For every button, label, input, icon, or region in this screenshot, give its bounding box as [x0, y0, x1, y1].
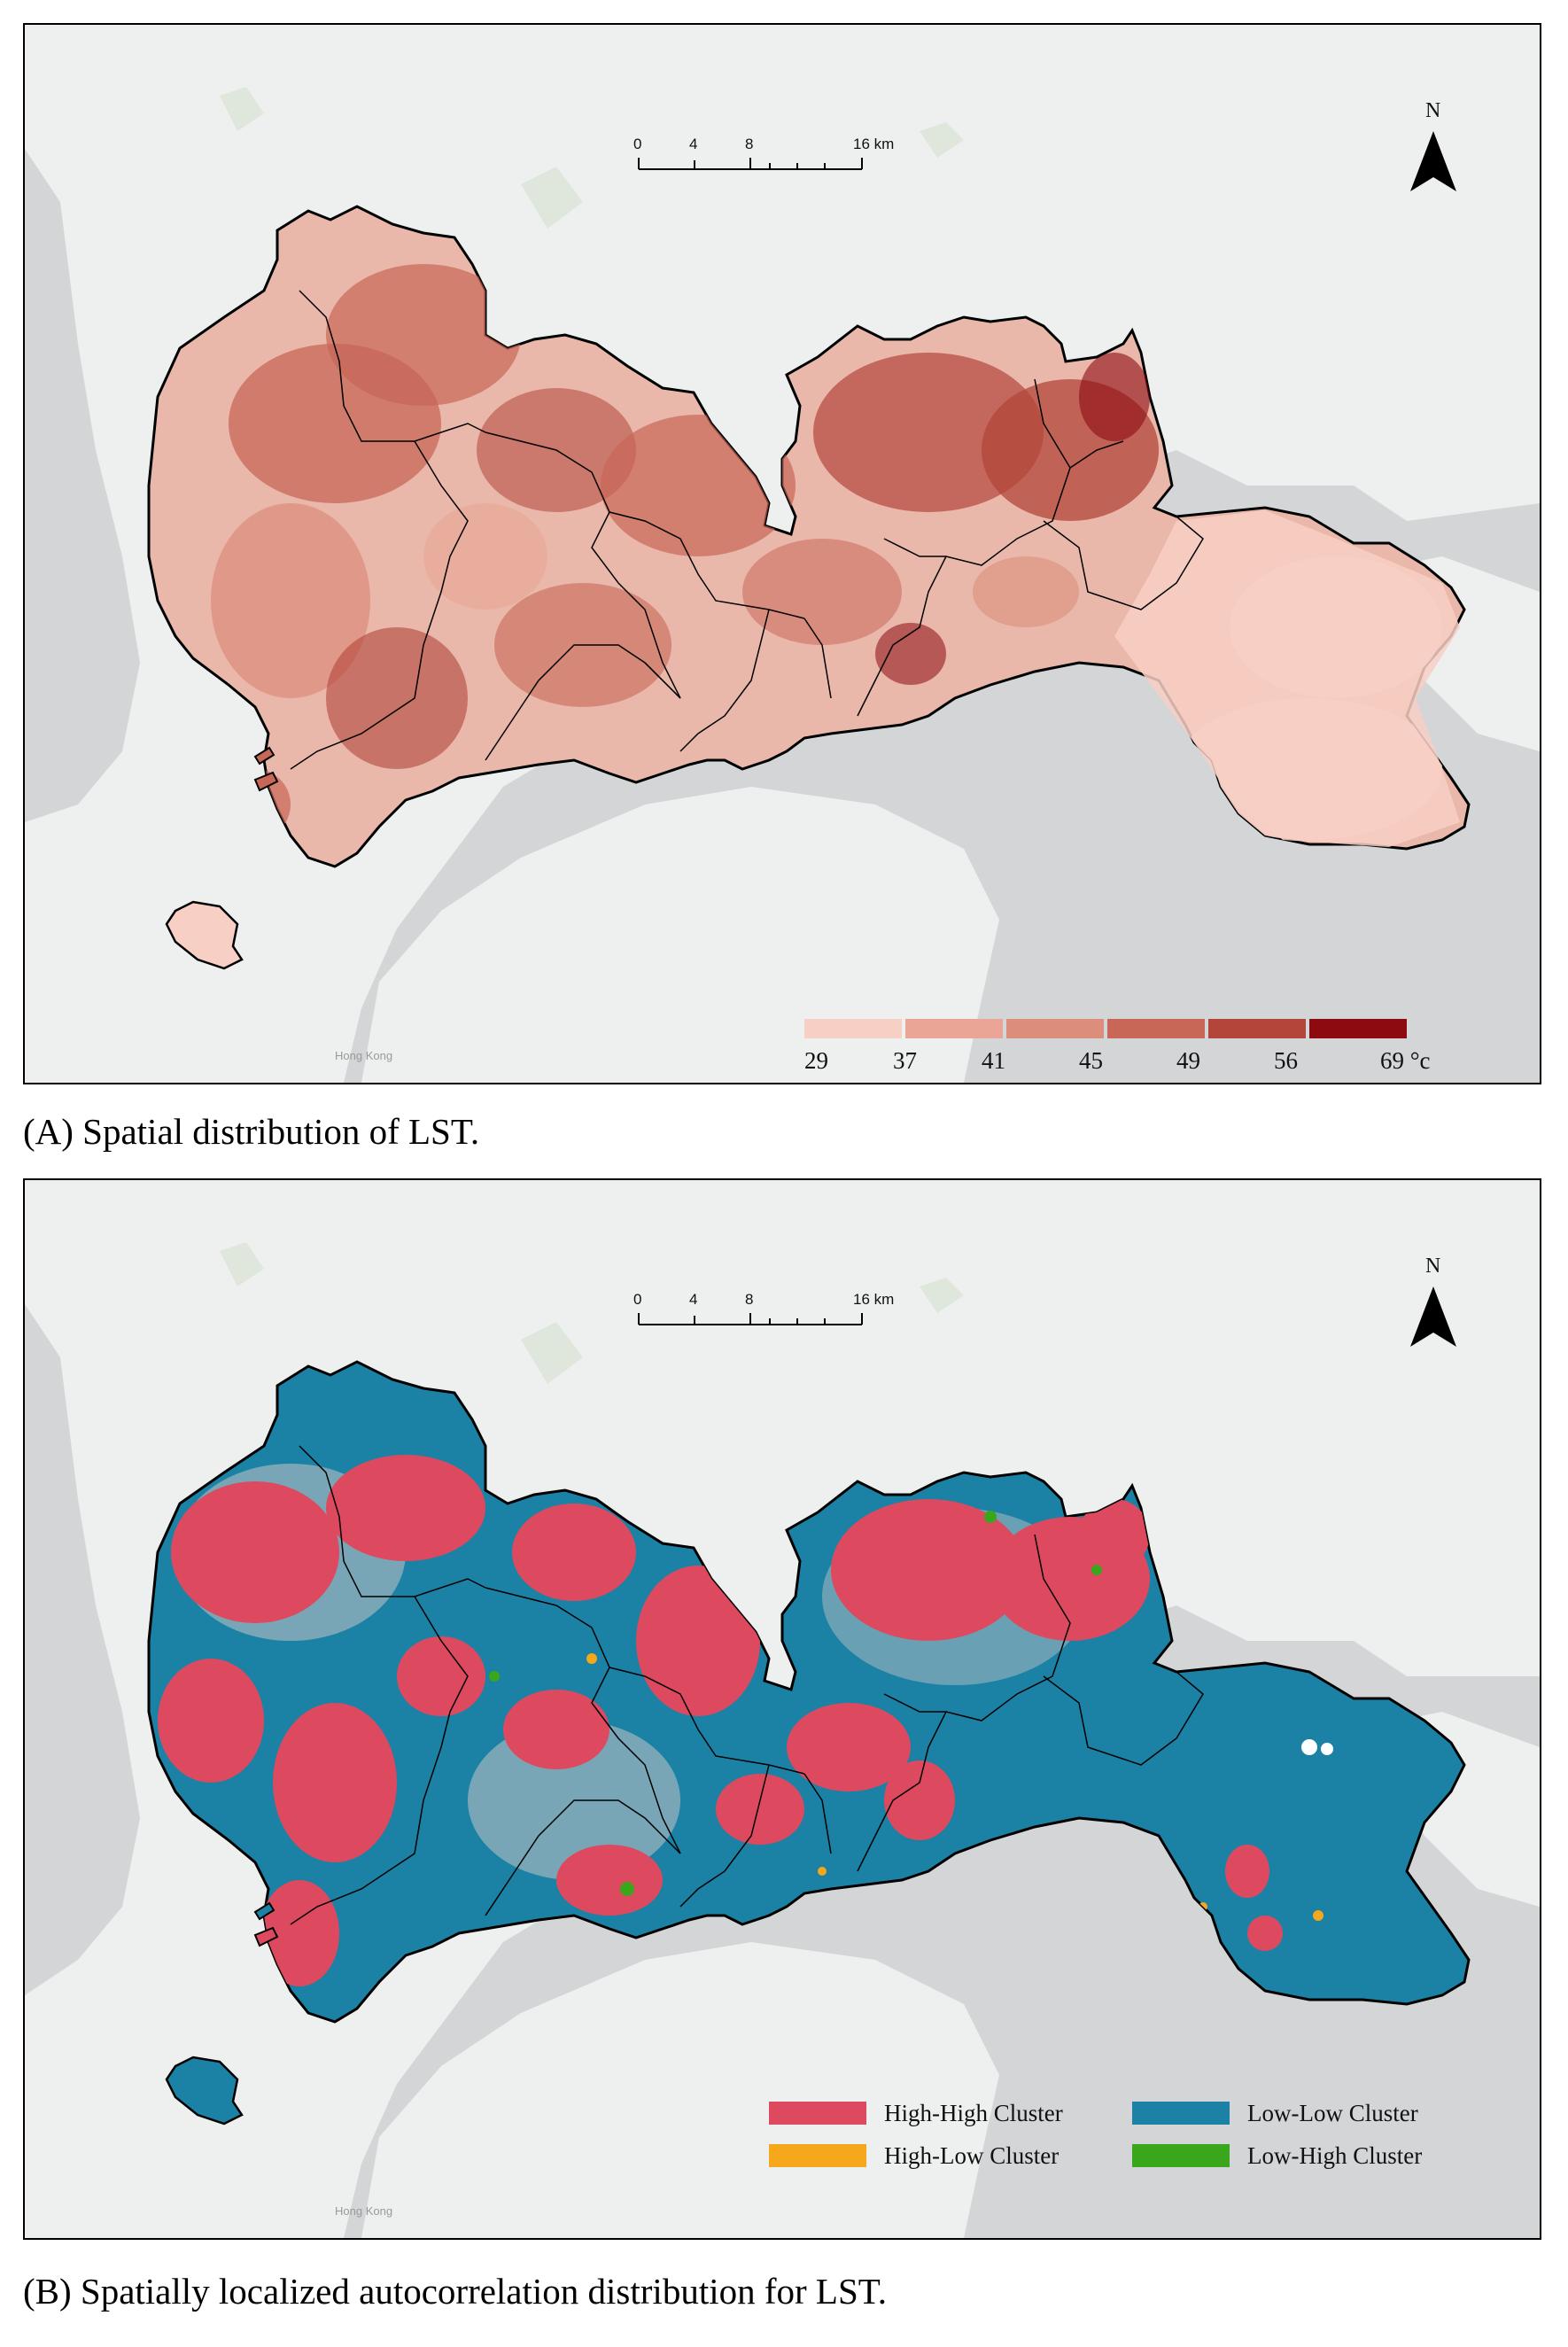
legend-swatch	[1208, 1019, 1306, 1038]
legend-swatch	[1107, 1019, 1205, 1038]
figure-caption-b: (B) Spatially localized autocorrelation …	[23, 2271, 888, 2312]
island	[253, 771, 279, 792]
eastern-district-fill	[1114, 510, 1460, 847]
scale-tick-label: 16 km	[853, 136, 894, 152]
scale-tick-label: 8	[745, 136, 753, 152]
legend-tick-label: 49	[1176, 1047, 1200, 1074]
scale-tick-label: 4	[689, 1291, 697, 1308]
north-arrow-label: N	[1425, 99, 1440, 122]
legend-tick-label: 56	[1274, 1047, 1298, 1074]
island	[165, 900, 244, 970]
scale-tick-label: 16 km	[853, 1291, 894, 1308]
legend-swatch	[1309, 1019, 1407, 1038]
legend-swatch	[804, 1019, 902, 1038]
legend-tick-label: 37	[893, 1047, 917, 1074]
scale-tick-label: 0	[633, 136, 641, 152]
scale-bar	[638, 1313, 863, 1325]
lst-map-canvas: Hong Kong	[25, 25, 1540, 1083]
figure-caption-a: (A) Spatial distribution of LST.	[23, 1111, 480, 1152]
lst-map-panel: Hong Kong	[23, 23, 1541, 1084]
island	[165, 2056, 244, 2126]
lisa-map-canvas: Hong Kong	[25, 1180, 1540, 2238]
legend-swatch	[905, 1019, 1003, 1038]
legend-swatch	[1006, 1019, 1104, 1038]
legend-label: High-High Cluster	[884, 2100, 1063, 2126]
island	[253, 1901, 276, 1921]
north-arrow-icon	[1410, 131, 1456, 191]
legend-tick-label: 41	[982, 1047, 1005, 1074]
legend-label: Low-High Cluster	[1247, 2142, 1422, 2169]
lisa-cluster-legend: High-High Cluster Low-Low Cluster High-Low…	[769, 2100, 1422, 2169]
legend-swatch	[1132, 2144, 1230, 2167]
lisa-cluster-pattern	[158, 1455, 1333, 1986]
hong-kong-label: Hong Kong	[335, 2204, 392, 2218]
hong-kong-label: Hong Kong	[335, 1049, 392, 1062]
island	[253, 1926, 279, 1947]
scale-tick-label: 4	[689, 136, 697, 152]
north-arrow-icon	[1410, 1286, 1456, 1347]
legend-tick-label: 29	[804, 1047, 828, 1074]
legend-swatch	[1132, 2102, 1230, 2125]
scale-bar	[638, 158, 863, 170]
lst-color-legend: 29 37 41 45 49 56 69 °c	[804, 1019, 1431, 1074]
legend-tick-label: 45	[1079, 1047, 1103, 1074]
lisa-map-panel: Hong Kong	[23, 1178, 1541, 2240]
district-boundaries	[290, 290, 1204, 770]
legend-swatch	[769, 2102, 866, 2125]
legend-tick-label: 69 °c	[1380, 1047, 1431, 1074]
legend-swatch	[769, 2144, 866, 2167]
legend-label: Low-Low Cluster	[1247, 2100, 1418, 2126]
hong-kong-land	[361, 787, 999, 1083]
north-arrow-label: N	[1425, 1255, 1440, 1278]
legend-label: High-Low Cluster	[884, 2142, 1059, 2169]
scale-tick-label: 8	[745, 1291, 753, 1308]
scale-tick-label: 0	[633, 1291, 641, 1308]
district-boundaries	[290, 1445, 1204, 1925]
island	[253, 746, 276, 765]
